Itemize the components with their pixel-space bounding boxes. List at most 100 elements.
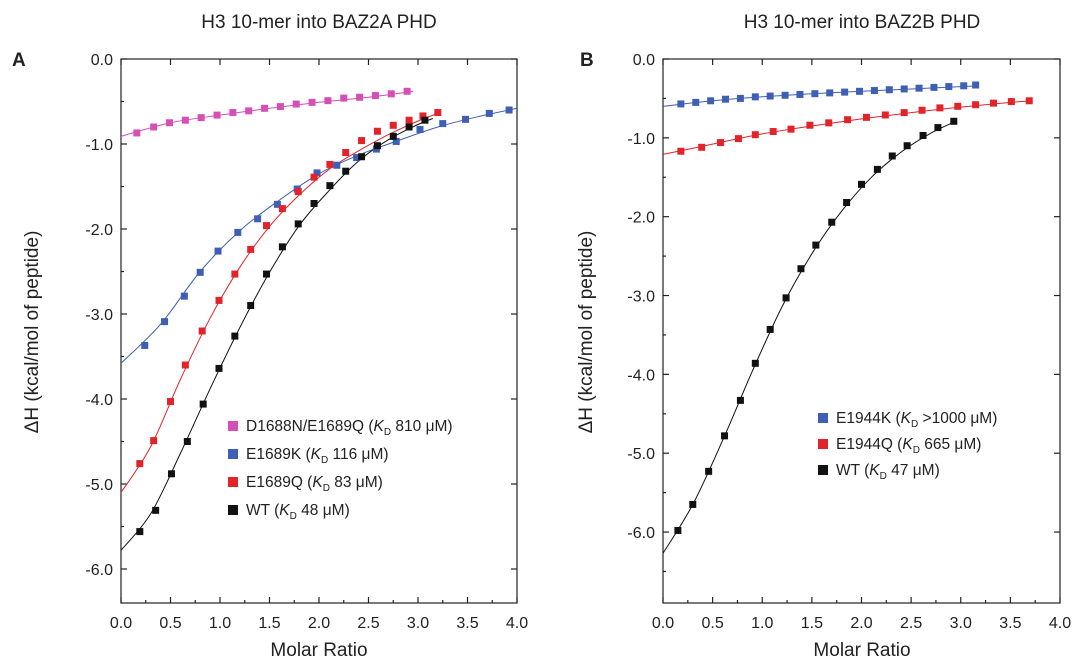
data-point	[183, 438, 191, 445]
y-tick-label: -5.0	[85, 477, 113, 494]
kd-subscript: D	[384, 427, 391, 438]
legend-kd-value: 47 μM)	[887, 462, 940, 479]
data-point	[873, 165, 881, 173]
x-tick-label: 4.0	[1049, 615, 1071, 632]
y-tick-label: -3.0	[85, 307, 113, 324]
y-tick-label: -2.0	[85, 222, 113, 239]
data-point	[180, 292, 188, 300]
legend-swatch	[228, 449, 238, 459]
data-point	[152, 506, 160, 514]
data-point	[990, 99, 998, 107]
legend-kd-value: 665 μM)	[920, 436, 981, 453]
data-point	[736, 94, 744, 102]
legend-entry: E1944K (KD >1000 μM)	[836, 410, 997, 430]
data-point	[387, 90, 395, 98]
legend-series-name: E1689Q (	[246, 474, 313, 491]
fit-curve	[120, 112, 438, 493]
legend-kd-value: 116 μM)	[328, 446, 388, 463]
data-point	[333, 161, 341, 169]
legend-series-name: WT (	[836, 462, 870, 479]
x-tick-label: 3.5	[999, 615, 1021, 632]
fit-curve	[120, 118, 433, 551]
data-point	[141, 341, 149, 349]
data-point	[796, 90, 804, 98]
data-point	[356, 93, 364, 101]
data-point	[1007, 98, 1015, 106]
data-point	[310, 200, 318, 207]
data-point	[419, 112, 427, 120]
axis-ticks: 0.0 0.5 1.0 1.5 2.0 2.5 3.0 3.5 4.0 0.0 -1.0 -2.0 -3…	[627, 52, 1071, 632]
data-point	[294, 188, 302, 196]
fit-curve	[662, 85, 976, 107]
x-tick-label: 0.5	[702, 615, 724, 632]
y-tick-label: -4.0	[627, 367, 655, 384]
fit-curve	[120, 107, 518, 364]
data-point	[806, 121, 814, 129]
data-point	[358, 153, 366, 161]
legend-kd-value: 810 μM)	[391, 418, 452, 435]
x-tick-label: 4.0	[506, 615, 528, 632]
data-point	[705, 467, 713, 475]
data-point	[811, 90, 819, 98]
data-point	[888, 152, 896, 160]
panel-b: H3 10-mer into BAZ2B PHD B ΔH (kcal/mol …	[576, 12, 1071, 661]
chart-title: H3 10-mer into BAZ2B PHD	[744, 12, 981, 33]
data-point	[960, 82, 968, 90]
data-point	[247, 302, 255, 309]
data-point	[373, 142, 381, 150]
legend-kd-value: 48 μM)	[297, 502, 350, 519]
legend-swatch	[228, 505, 238, 515]
data-point	[844, 116, 852, 124]
data-point	[150, 123, 158, 131]
legend-swatch	[818, 439, 828, 449]
kd-subscript: D	[321, 455, 328, 466]
data-point	[254, 215, 262, 223]
data-points	[674, 81, 1033, 534]
data-point	[245, 107, 253, 115]
data-point	[692, 98, 700, 106]
axis-ticks: 0.0 0.5 1.0 1.5 2.0 2.5 3.0 3.5 4.0 0.0 -1.0 -2.0 -3…	[85, 52, 528, 632]
legend-entry: E1689K (KD 116 μM)	[246, 446, 389, 466]
data-point	[915, 84, 923, 92]
data-point	[278, 205, 286, 213]
data-point	[403, 87, 411, 95]
data-point	[936, 104, 944, 112]
data-point	[405, 116, 413, 124]
kd-subscript: D	[290, 511, 297, 522]
data-point	[825, 119, 833, 127]
x-tick-label: 0.0	[652, 615, 674, 632]
fit-curve	[120, 90, 414, 137]
data-point	[722, 95, 730, 103]
y-tick-label: -5.0	[627, 446, 655, 463]
data-points	[133, 87, 513, 536]
x-tick-label: 1.0	[209, 615, 231, 632]
y-axis-label: ΔH (kcal/mol of peptide)	[576, 231, 597, 434]
data-point	[707, 97, 715, 105]
data-point	[389, 121, 397, 129]
data-point	[150, 437, 158, 445]
data-point	[439, 120, 447, 128]
y-tick-label: -4.0	[85, 392, 113, 409]
legend-swatch	[228, 477, 238, 487]
data-point	[342, 149, 350, 156]
fit-curve	[662, 120, 957, 554]
data-point	[918, 106, 926, 114]
data-point	[934, 124, 942, 132]
x-tick-label: 2.0	[308, 615, 330, 632]
plot-frame	[120, 58, 518, 604]
data-point	[677, 147, 685, 155]
data-point	[310, 173, 318, 181]
kd-symbol: K	[279, 502, 290, 519]
x-tick-label: 3.0	[950, 615, 972, 632]
data-point	[870, 87, 878, 95]
data-point	[677, 100, 685, 108]
x-axis-label: Molar Ratio	[270, 640, 367, 661]
panel-letter: A	[12, 50, 26, 71]
data-point	[231, 270, 239, 278]
data-point	[326, 160, 334, 168]
y-tick-label: -6.0	[627, 525, 655, 542]
data-point	[324, 97, 332, 105]
data-point	[1025, 97, 1033, 105]
data-point	[167, 398, 174, 406]
